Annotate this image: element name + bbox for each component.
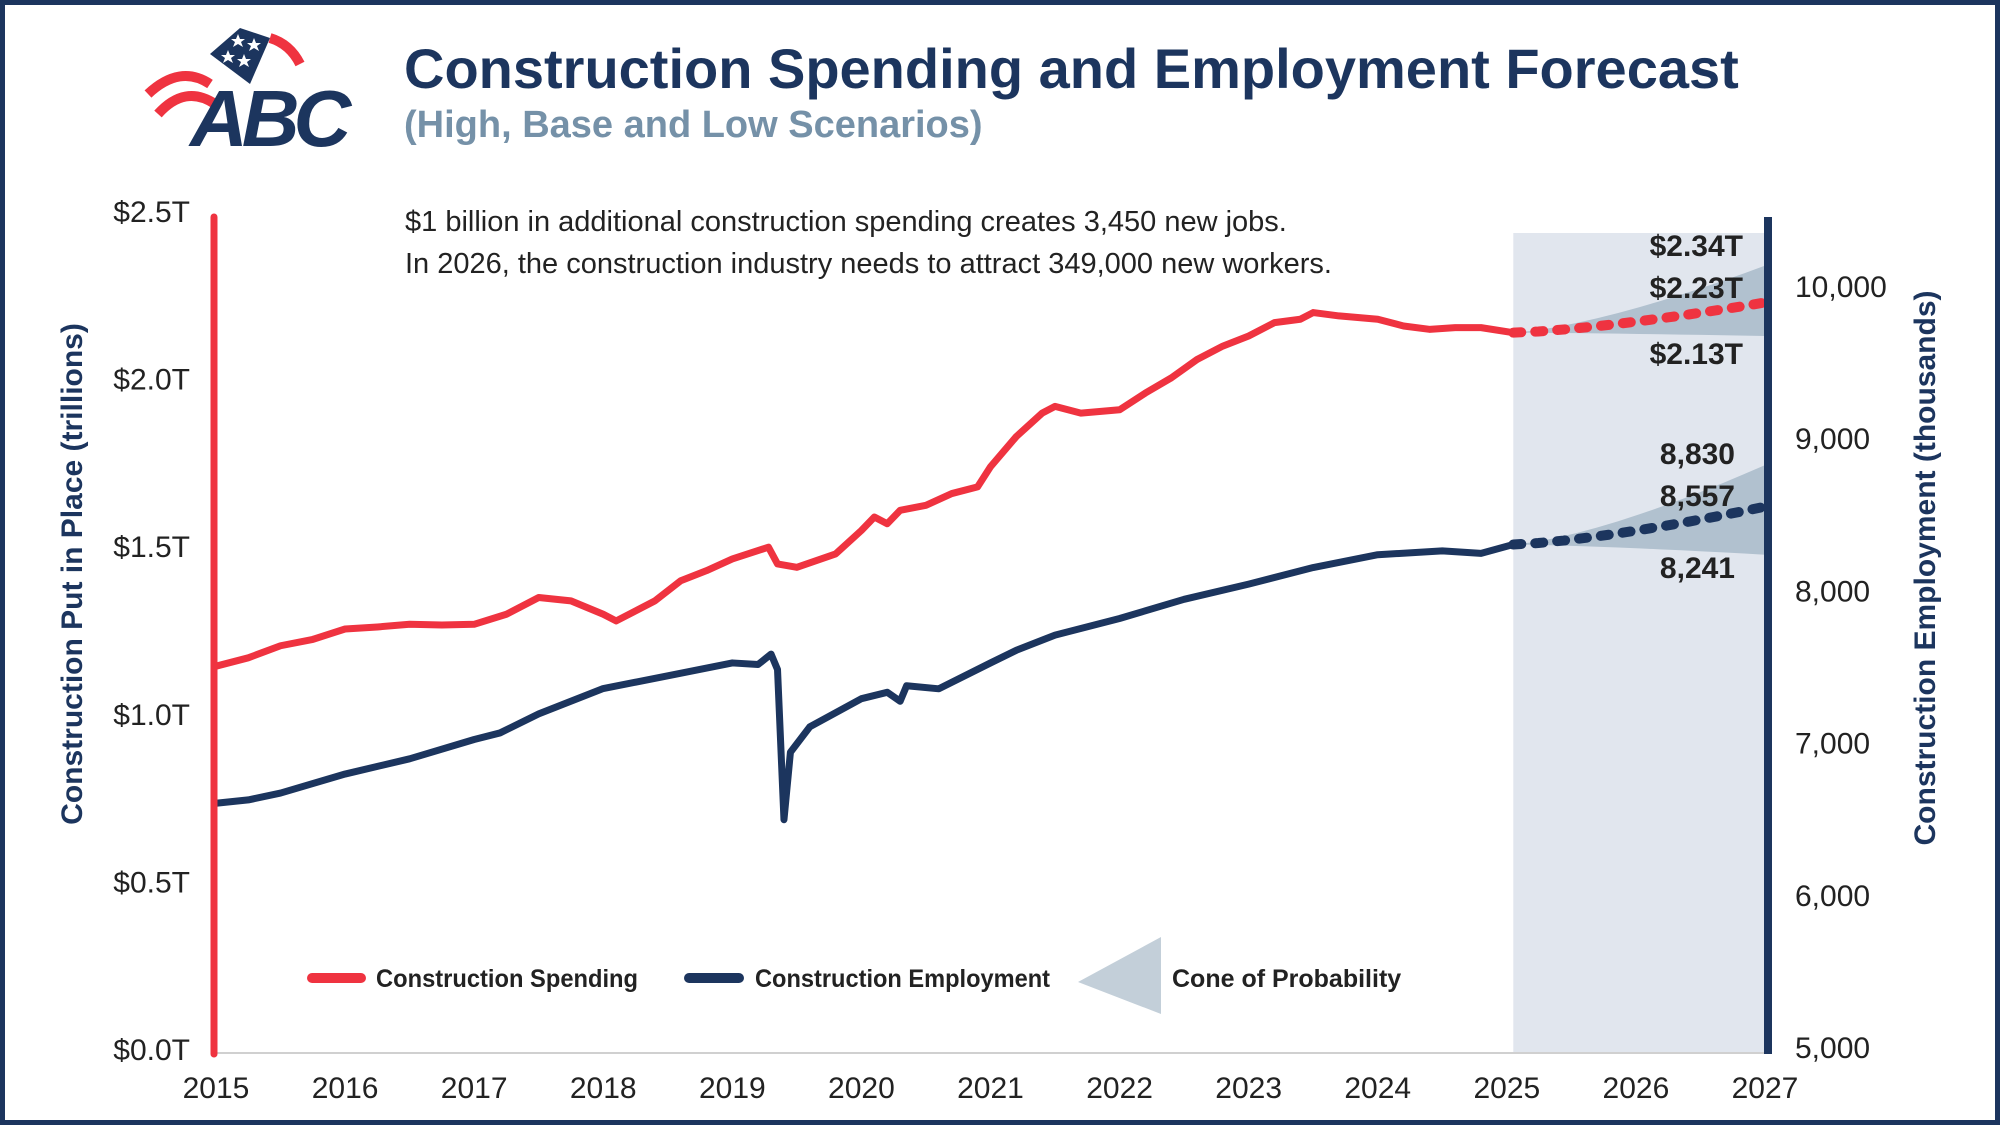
forecast-label-base: 8,557 <box>1660 480 1735 513</box>
forecast-label-high: 8,830 <box>1660 438 1735 471</box>
x-tick-label: 2025 <box>1473 1072 1540 1105</box>
left-tick-label: $1.5T <box>113 531 190 564</box>
right-tick-label: 5,000 <box>1795 1032 1870 1065</box>
x-tick-label: 2023 <box>1215 1072 1282 1105</box>
annotation-line-2: In 2026, the construction industry needs… <box>405 248 1332 280</box>
right-tick-label: 8,000 <box>1795 575 1870 608</box>
spending-line <box>212 309 1517 670</box>
right-tick-label: 10,000 <box>1795 271 1887 304</box>
x-tick-label: 2021 <box>957 1072 1024 1105</box>
left-tick-label: $2.0T <box>113 364 190 397</box>
logo-stars <box>221 34 261 67</box>
x-tick-label: 2016 <box>312 1072 379 1105</box>
x-tick-label: 2019 <box>699 1072 766 1105</box>
logo-lettering: ABC <box>188 74 353 154</box>
x-tick-label: 2017 <box>441 1072 508 1105</box>
cone-of-probability-employment <box>1513 465 1765 555</box>
right-tick-label: 7,000 <box>1795 728 1870 761</box>
x-tick-label: 2027 <box>1732 1072 1799 1105</box>
spending-forecast-base <box>1508 297 1770 338</box>
cone-of-probability-spending <box>1513 265 1765 337</box>
legend-label-spending: Construction Spending <box>376 965 638 993</box>
left-tick-label: $2.5T <box>113 196 190 229</box>
forecast-region <box>1513 233 1768 1054</box>
chart-subtitle: (High, Base and Low Scenarios) <box>404 104 983 146</box>
legend-label-employment: Construction Employment <box>755 965 1051 993</box>
left-tick-label: $0.0T <box>113 1034 190 1067</box>
annotation-line-1: $1 billion in additional construction sp… <box>405 206 1287 238</box>
employment-line <box>212 541 1517 824</box>
legend-swatch-cone <box>1078 937 1161 1014</box>
x-tick-label: 2020 <box>828 1072 895 1105</box>
left-axis-title: Construction Put in Place (trillions) <box>56 323 89 825</box>
x-tick-label: 2022 <box>1086 1072 1153 1105</box>
abc-logo: ABC <box>144 28 359 154</box>
forecast-label-low: 8,241 <box>1660 552 1735 585</box>
left-tick-label: $1.0T <box>113 699 190 732</box>
forecast-label-high: $2.34T <box>1650 230 1743 263</box>
x-tick-label: 2024 <box>1344 1072 1411 1105</box>
employment-forecast-base <box>1508 501 1770 550</box>
right-tick-label: 6,000 <box>1795 880 1870 913</box>
x-tick-label: 2026 <box>1603 1072 1670 1105</box>
left-tick-label: $0.5T <box>113 866 190 899</box>
legend-label-cone: Cone of Probability <box>1172 965 1401 993</box>
forecast-label-base: $2.23T <box>1650 272 1743 305</box>
right-tick-label: 9,000 <box>1795 423 1870 456</box>
x-tick-label: 2015 <box>183 1072 250 1105</box>
forecast-label-low: $2.13T <box>1650 338 1743 371</box>
right-axis-title: Construction Employment (thousands) <box>1909 291 1942 846</box>
x-tick-label: 2018 <box>570 1072 637 1105</box>
chart-title: Construction Spending and Employment For… <box>404 37 1739 100</box>
